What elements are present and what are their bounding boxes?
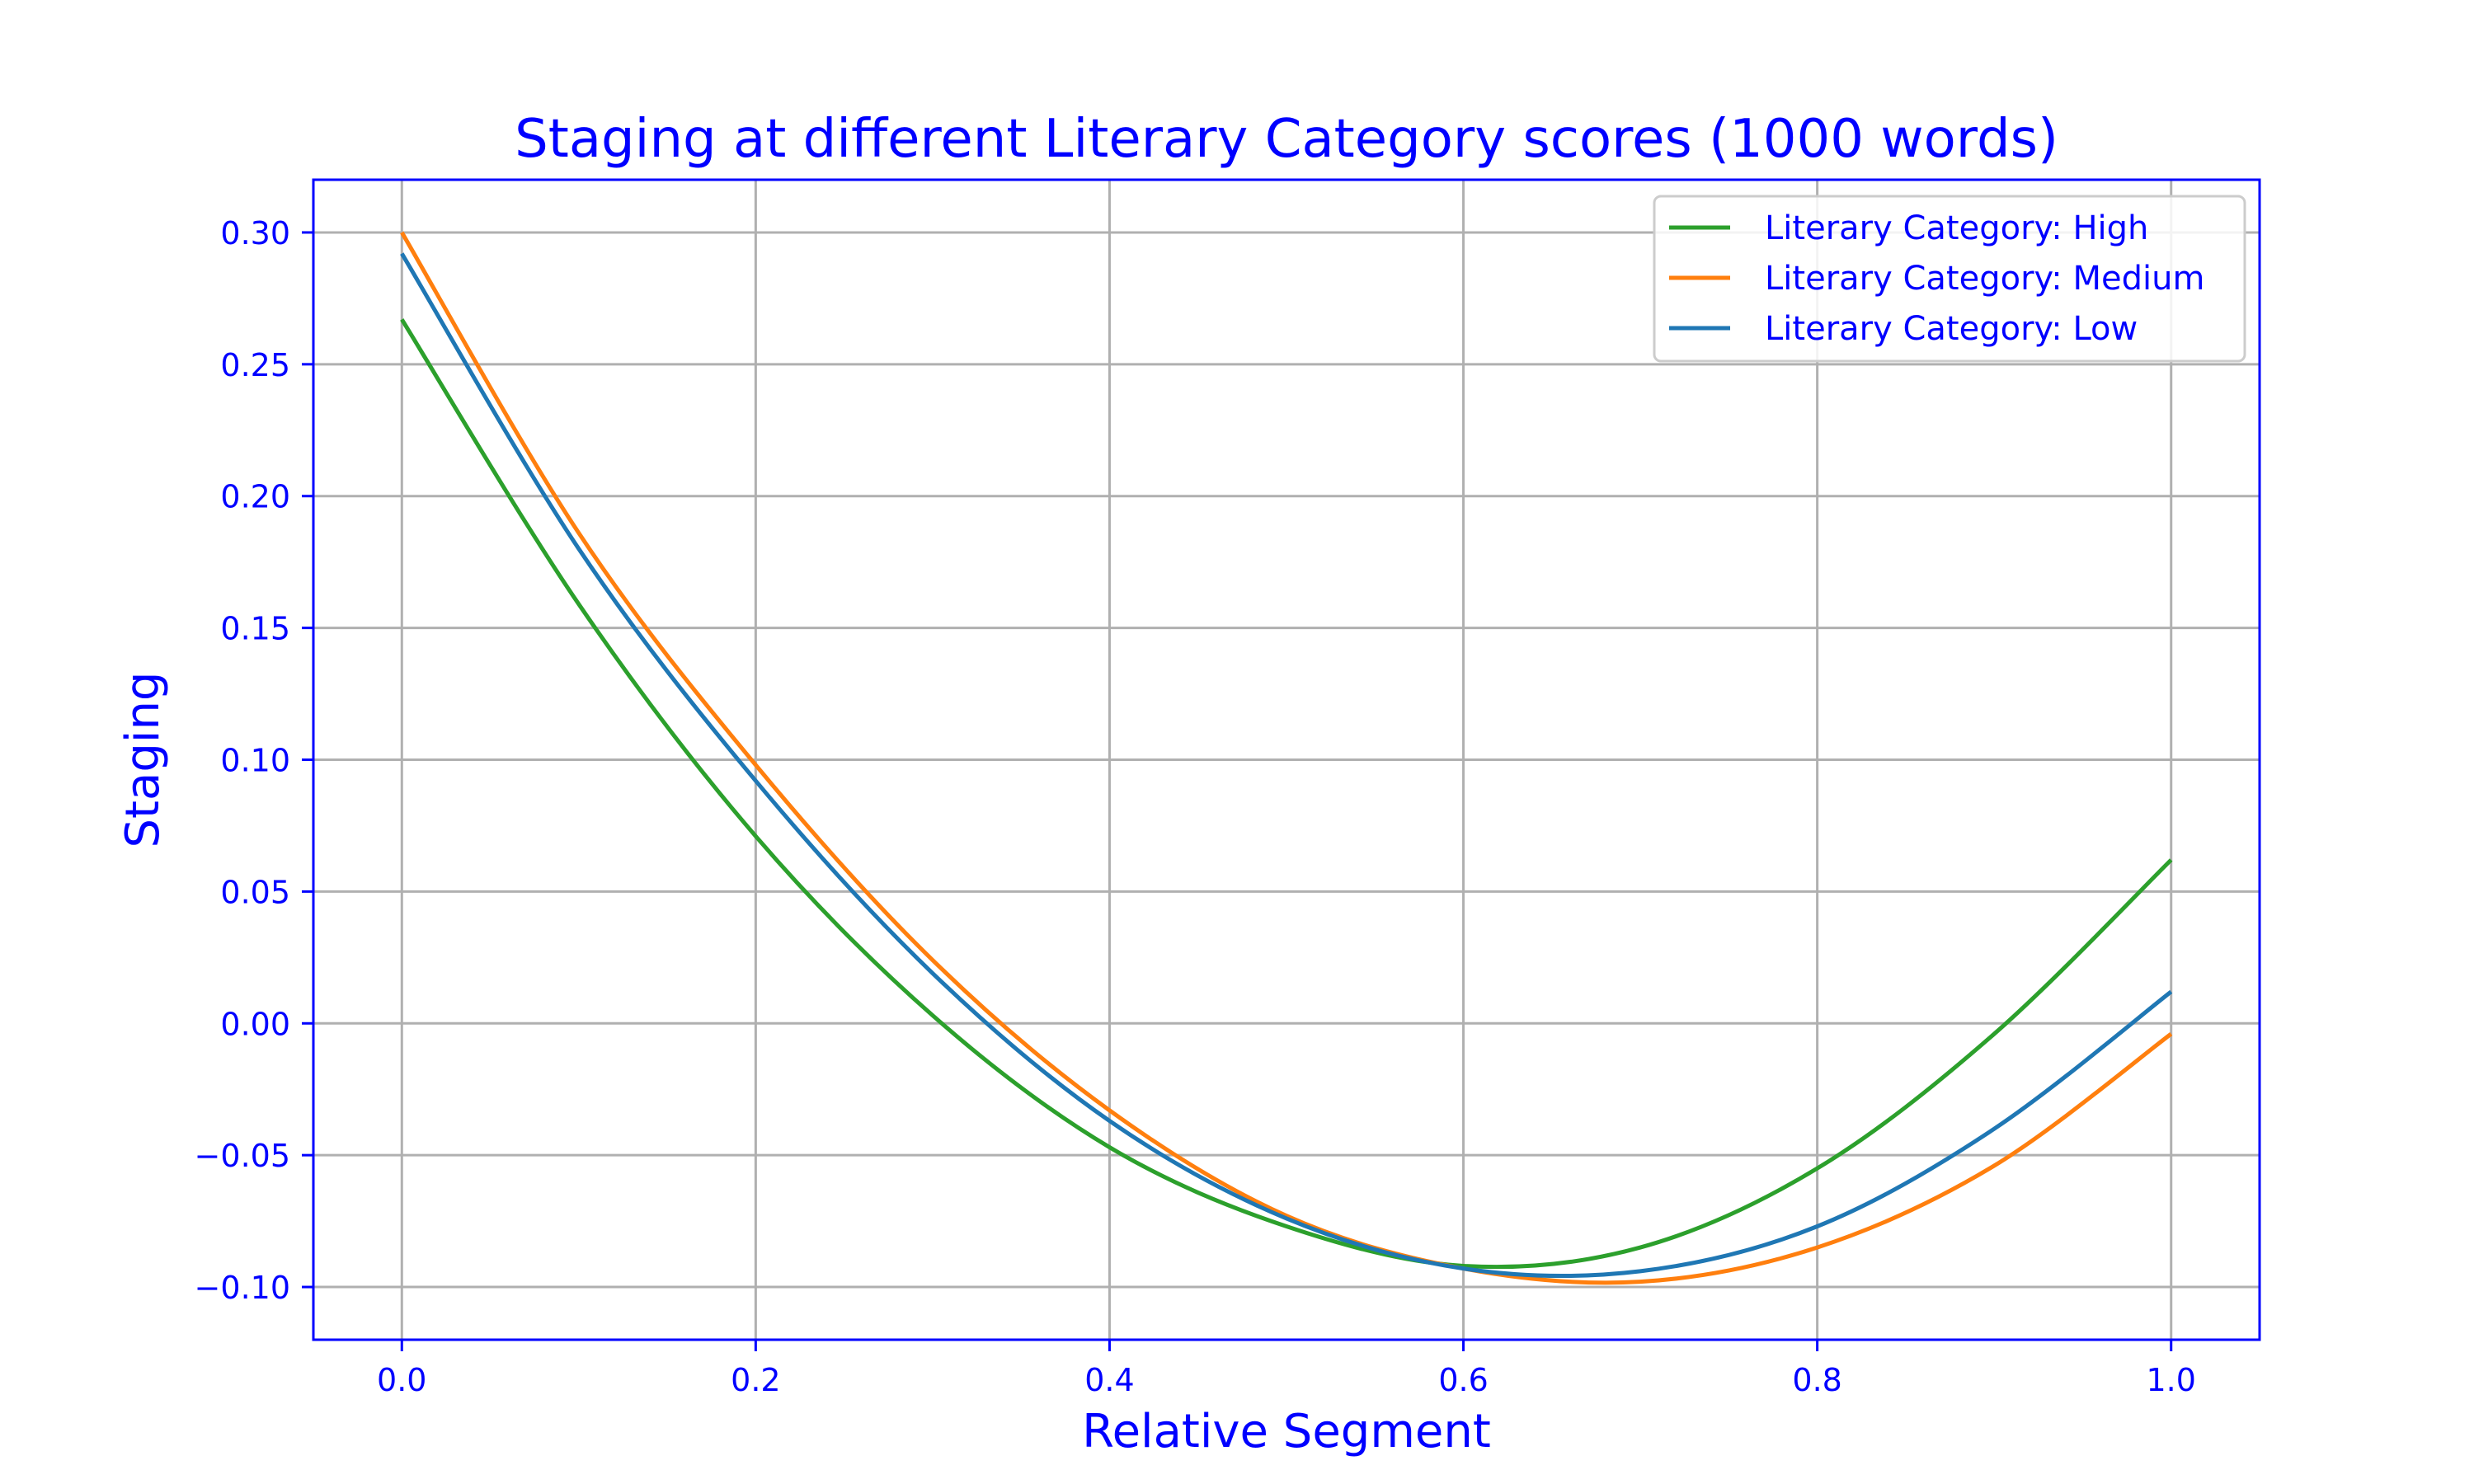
y-tick-label: 0.00	[220, 1006, 290, 1042]
x-tick-label: 1.0	[2147, 1362, 2196, 1398]
series-line-2	[400, 231, 2173, 1285]
y-tick-label: −0.05	[195, 1138, 290, 1174]
legend-label: Literary Category: Medium	[1765, 260, 2204, 298]
y-tick-label: −0.10	[195, 1270, 290, 1306]
grid-lines	[313, 180, 2260, 1340]
legend-label: Literary Category: High	[1765, 209, 2148, 247]
x-tick-label: 0.6	[1438, 1362, 1488, 1398]
y-tick-label: 0.25	[220, 347, 290, 383]
legend-box	[1653, 195, 2246, 363]
chart-title: Staging at different Literary Category s…	[515, 109, 2058, 170]
x-axis-ticks: 0.0 0.2 0.4 0.6 0.8 1.0	[377, 1340, 2196, 1398]
x-tick-label: 0.2	[731, 1362, 780, 1398]
y-tick-label: 0.30	[220, 215, 290, 251]
x-tick-label: 0.4	[1084, 1362, 1134, 1398]
legend-label: Literary Category: Low	[1765, 310, 2138, 348]
x-tick-label: 0.0	[377, 1362, 426, 1398]
y-tick-label: 0.15	[220, 611, 290, 647]
series-lines	[400, 231, 2173, 1285]
y-axis-label: Staging	[116, 672, 170, 848]
series-line-1	[400, 318, 2173, 1270]
y-tick-label: 0.20	[220, 479, 290, 515]
series-line-3	[400, 252, 2173, 1279]
x-axis-label: Relative Segment	[1082, 1405, 1491, 1458]
y-tick-label: 0.10	[220, 743, 290, 779]
y-tick-label: 0.05	[220, 874, 290, 910]
legend: Literary Category: High Literary Category…	[1653, 195, 2246, 363]
y-axis-ticks: 0.30 0.25 0.20 0.15 0.10 0.05 0.00 −0.05 −0.10	[195, 215, 313, 1306]
x-tick-label: 0.8	[1792, 1362, 1841, 1398]
